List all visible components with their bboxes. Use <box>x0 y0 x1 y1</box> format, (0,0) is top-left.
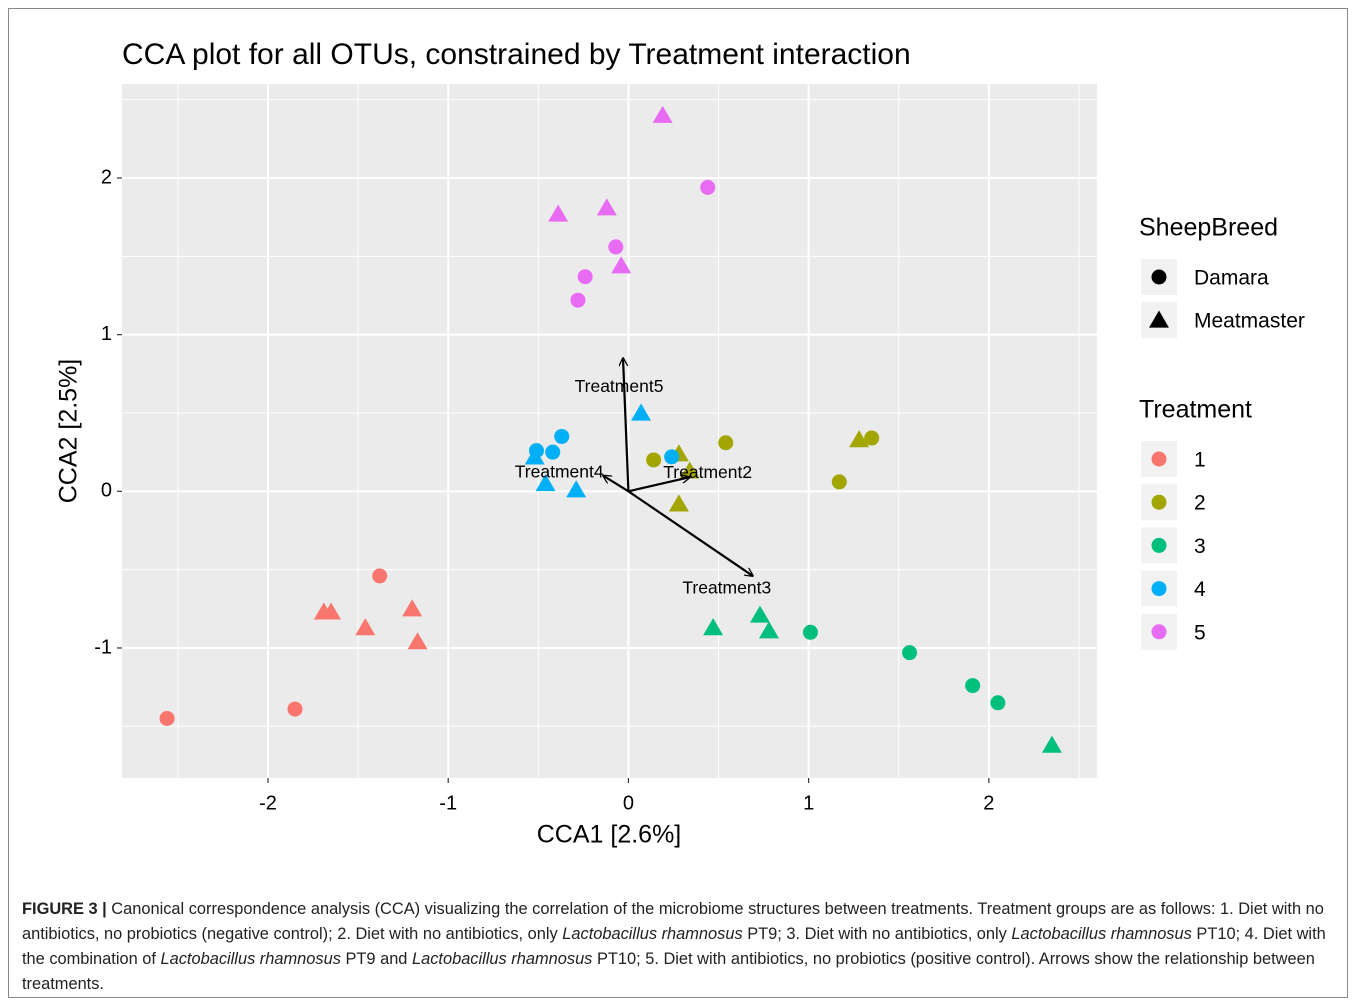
point <box>1041 735 1062 753</box>
legend-symbol <box>1151 624 1167 640</box>
point <box>596 198 617 216</box>
legend-label: 4 <box>1194 578 1206 601</box>
legend-title: Treatment <box>1139 396 1252 424</box>
biplot-arrow <box>628 477 689 493</box>
point <box>849 430 870 448</box>
caption-text: PT10; 4. Diet with the combination of <box>22 925 1326 968</box>
legend-symbol <box>1151 581 1167 597</box>
legend-label: Damara <box>1194 267 1269 290</box>
point <box>402 599 423 617</box>
y-axis-title: CCA2 [2.5%] <box>55 359 83 504</box>
point <box>718 435 734 451</box>
point <box>554 428 570 444</box>
caption-text: Canonical correspondence analysis (CCA) … <box>22 900 1324 943</box>
point <box>535 473 556 492</box>
point <box>611 256 632 274</box>
legend-symbol <box>1149 310 1169 328</box>
point <box>287 701 303 717</box>
y-tick-label: -1 <box>94 636 112 658</box>
point <box>577 269 593 285</box>
point <box>652 105 673 123</box>
point <box>990 695 1006 711</box>
point <box>566 480 587 498</box>
arrow-label: Treatment3 <box>682 578 771 598</box>
legend-label: 2 <box>1194 492 1206 515</box>
x-tick-label: 2 <box>983 792 994 814</box>
point <box>831 474 847 490</box>
point <box>608 239 624 255</box>
point <box>355 618 376 636</box>
arrow-label: Treatment4 <box>515 461 604 481</box>
point <box>631 403 652 421</box>
x-axis-title: CCA1 [2.6%] <box>537 821 682 849</box>
caption: FIGURE 3 | Canonical correspondence anal… <box>22 897 1344 997</box>
arrow-label: Treatment5 <box>575 376 664 396</box>
legend-symbol <box>1151 537 1167 553</box>
y-tick-label: 1 <box>101 323 112 345</box>
legend-symbol <box>1151 494 1167 510</box>
legend-label: 1 <box>1194 449 1206 472</box>
caption-text: PT9; 3. Diet with no antibiotics, only <box>742 925 1012 943</box>
point <box>524 447 545 465</box>
legend-title: SheepBreed <box>1139 214 1278 242</box>
caption-text: PT9 and <box>340 950 412 968</box>
point <box>703 618 724 636</box>
plot-background <box>122 84 1097 778</box>
caption-text: Lactobacillus rhamnosus <box>562 925 743 943</box>
caption-text: Lactobacillus rhamnosus <box>411 950 593 968</box>
point <box>750 605 770 623</box>
arrow-label: Treatment2 <box>663 462 752 482</box>
point <box>864 430 880 446</box>
caption-label: FIGURE 3 | <box>22 900 107 918</box>
x-tick-label: 0 <box>623 792 634 814</box>
x-tick-label: -2 <box>259 792 277 814</box>
point <box>759 621 779 639</box>
biplot-arrow <box>623 358 630 492</box>
biplot-arrow <box>627 490 752 576</box>
point <box>548 204 569 222</box>
point <box>159 710 175 726</box>
y-tick-label: 2 <box>101 166 112 188</box>
caption-text: PT10; 5. Diet with antibiotics, no probi… <box>22 950 1315 993</box>
point <box>372 568 388 584</box>
chart: CCA plot for all OTUs, constrained by Tr… <box>55 38 1305 849</box>
point <box>902 645 918 661</box>
x-tick-label: 1 <box>803 792 814 814</box>
point <box>802 624 818 640</box>
legend-symbol <box>1151 269 1167 285</box>
y-tick-label: 0 <box>101 480 112 502</box>
point <box>668 494 689 512</box>
point <box>407 632 428 650</box>
x-tick-label: -1 <box>439 792 457 814</box>
point <box>664 449 680 465</box>
biplot-arrow <box>603 476 630 493</box>
point <box>570 292 586 308</box>
point <box>700 179 716 195</box>
point <box>965 678 981 694</box>
legend-label: 3 <box>1194 535 1206 558</box>
point <box>646 452 662 468</box>
legend-symbol <box>1151 451 1167 467</box>
legend-label: Meatmaster <box>1194 310 1305 333</box>
caption-text: Lactobacillus rhamnosus <box>1011 925 1192 943</box>
point <box>321 602 342 620</box>
caption-text: Lactobacillus rhamnosus <box>160 950 341 968</box>
point <box>545 444 561 460</box>
chart-title: CCA plot for all OTUs, constrained by Tr… <box>122 38 911 71</box>
legend-label: 5 <box>1194 621 1206 644</box>
figure-frame <box>8 8 1348 998</box>
